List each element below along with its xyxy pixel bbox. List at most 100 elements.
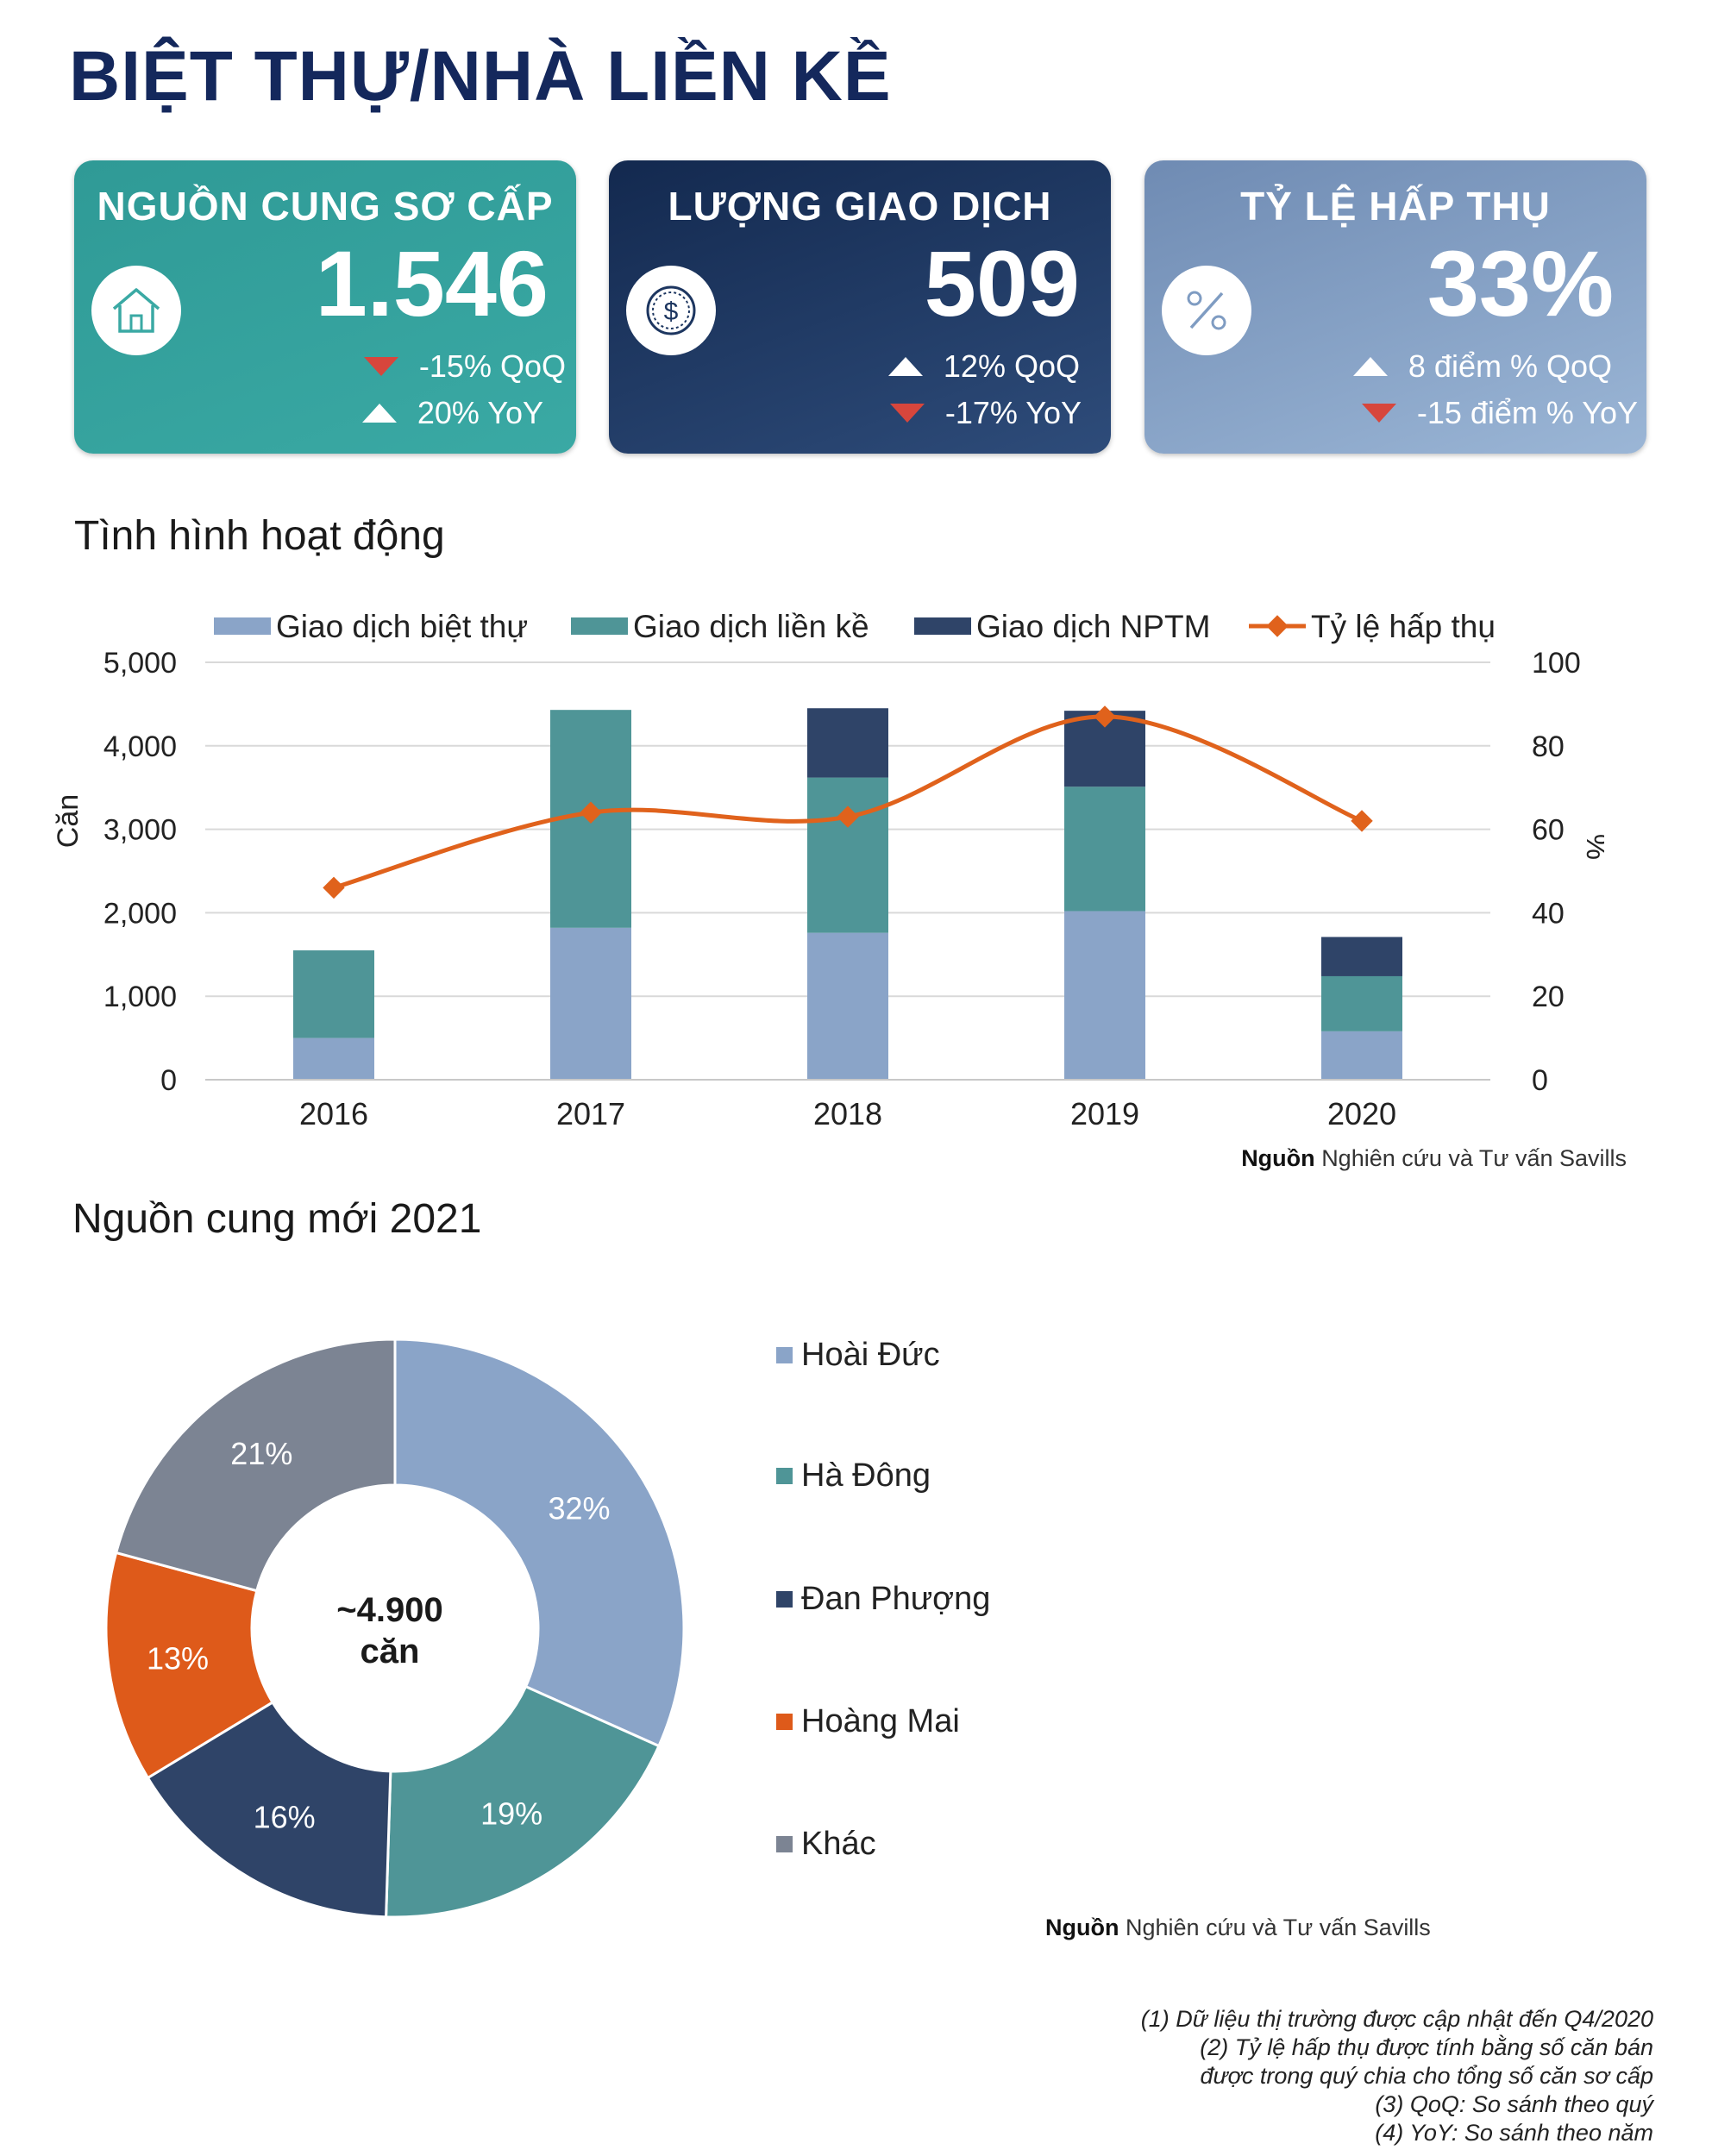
kpi-change-qoq: 12% QoQ xyxy=(887,348,1080,385)
legend-swatch xyxy=(776,1836,793,1852)
legend-label: Giao dịch liền kề xyxy=(633,609,869,644)
legend-swatch xyxy=(776,1468,793,1484)
kpi-value: 1.546 xyxy=(315,231,549,335)
kpi-change-qoq: -15% QoQ xyxy=(363,348,566,385)
donut-slice xyxy=(146,1700,392,1919)
footnote-2-continued: được trong quý chia cho tổng số căn sơ c… xyxy=(1200,2063,1653,2089)
bar-segment xyxy=(1321,1031,1402,1080)
y2-tick-label: 100 xyxy=(1532,647,1581,680)
y-tick-label: 5,000 xyxy=(103,647,177,680)
legend-label: Giao dịch NPTM xyxy=(976,609,1210,644)
kpi-change-yoy: -17% YoY xyxy=(889,395,1082,431)
donut-center-value: ~4.900 xyxy=(336,1591,442,1629)
y2-tick-label: 40 xyxy=(1532,897,1565,930)
y2-axis-title: % xyxy=(1580,834,1604,860)
kpi-change-yoy: -15 điểm % YoY xyxy=(1361,395,1638,431)
bar-segment xyxy=(1064,787,1145,912)
svg-text:$: $ xyxy=(664,298,679,326)
legend-swatch xyxy=(914,617,971,635)
legend-marker xyxy=(1266,615,1289,637)
kpi-title: TỶ LỆ HẤP THỤ xyxy=(1240,184,1551,229)
donut-value-label: 19% xyxy=(480,1796,542,1832)
bar-segment xyxy=(293,1037,374,1080)
footnote-1: (1) Dữ liệu thị trường được cập nhật đến… xyxy=(1140,2006,1653,2032)
legend-swatch xyxy=(571,617,628,635)
donut-slice xyxy=(104,1551,275,1780)
x-tick-label: 2019 xyxy=(1070,1096,1139,1131)
down-triangle-icon xyxy=(1361,404,1396,423)
legend-label: Hoài Đức xyxy=(801,1337,940,1373)
kpi-change-text: -15 điểm % YoY xyxy=(1416,395,1638,430)
y2-tick-label: 0 xyxy=(1532,1064,1548,1097)
x-tick-label: 2017 xyxy=(556,1096,625,1131)
kpi-value: 33% xyxy=(1427,231,1614,335)
footnotes: (1) Dữ liệu thị trường được cập nhật đến… xyxy=(1050,2005,1653,2147)
donut-value-label: 32% xyxy=(548,1491,610,1526)
bar-segment xyxy=(807,932,888,1080)
kpi-change-text: 20% YoY xyxy=(417,395,543,430)
kpi-card-absorption-rate: TỶ LỆ HẤP THỤ 33% 8 điểm % QoQ -15 điểm … xyxy=(1144,160,1646,454)
y-tick-label: 2,000 xyxy=(103,897,177,930)
legend-label: Khác xyxy=(801,1826,876,1862)
bar-segment xyxy=(293,950,374,1038)
kpi-change-text: 8 điểm % QoQ xyxy=(1408,348,1612,384)
absorption-point xyxy=(323,876,345,899)
legend-item: Hà Đông xyxy=(776,1457,931,1495)
source-label: Nguồn xyxy=(1241,1145,1315,1171)
legend-label: Hoàng Mai xyxy=(801,1703,960,1739)
y2-tick-label: 20 xyxy=(1532,981,1565,1013)
kpi-card-primary-supply: NGUỒN CUNG SƠ CẤP 1.546 -15% QoQ 20% YoY xyxy=(74,160,576,454)
donut-slice xyxy=(393,1338,686,1748)
page-title: BIỆT THỰ/NHÀ LIỀN KỀ xyxy=(69,37,892,116)
footnote-2: (2) Tỷ lệ hấp thụ được tính bằng số căn … xyxy=(1200,2034,1653,2060)
kpi-change-yoy: 20% YoY xyxy=(361,395,543,431)
activity-section-title: Tình hình hoạt động xyxy=(74,513,445,559)
up-triangle-icon xyxy=(887,357,923,376)
kpi-value: 509 xyxy=(924,231,1080,335)
legend-swatch xyxy=(776,1714,793,1730)
dollar-coin-icon: $ xyxy=(626,266,716,355)
supply-donut-chart: 32% 19% 16% 13% 21% ~4.900 căn xyxy=(104,1338,686,1919)
bar-segment xyxy=(1321,937,1402,976)
kpi-change-qoq: 8 điểm % QoQ xyxy=(1352,348,1612,385)
house-icon xyxy=(91,266,181,355)
y-tick-label: 4,000 xyxy=(103,730,177,763)
footnote-3: (3) QoQ: So sánh theo quý xyxy=(1375,2091,1653,2117)
absorption-point xyxy=(837,805,859,828)
legend-swatch xyxy=(776,1347,793,1363)
y-tick-label: 1,000 xyxy=(103,981,177,1013)
down-triangle-icon xyxy=(363,357,398,376)
legend-label: Hà Đông xyxy=(801,1457,931,1494)
kpi-title: LƯỢNG GIAO DỊCH xyxy=(668,184,1052,229)
bar-segment xyxy=(1321,975,1402,1031)
bar-segment xyxy=(807,777,888,933)
donut-value-label: 21% xyxy=(230,1436,292,1471)
legend-label: Giao dịch biệt thự xyxy=(276,609,528,644)
legend-label: Đan Phượng xyxy=(801,1581,991,1617)
donut-slice xyxy=(114,1338,397,1593)
legend-item: Đan Phượng xyxy=(776,1581,990,1618)
legend-label: Tỷ lệ hấp thụ xyxy=(1311,609,1496,644)
donut-source-note: Nguồn Nghiên cứu và Tư vấn Savills xyxy=(1045,1915,1431,1941)
up-triangle-icon xyxy=(1352,357,1388,376)
x-tick-label: 2020 xyxy=(1327,1096,1396,1131)
source-text: Nghiên cứu và Tư vấn Savills xyxy=(1321,1145,1627,1171)
bar-segment xyxy=(1064,911,1145,1080)
footnote-4: (4) YoY: So sánh theo năm xyxy=(1375,2120,1653,2146)
kpi-title: NGUỒN CUNG SƠ CẤP xyxy=(97,184,554,229)
y2-tick-label: 60 xyxy=(1532,814,1565,847)
source-text: Nghiên cứu và Tư vấn Savills xyxy=(1126,1915,1431,1940)
kpi-change-text: 12% QoQ xyxy=(943,348,1080,384)
y-tick-label: 0 xyxy=(160,1064,177,1097)
kpi-card-transactions: LƯỢNG GIAO DỊCH $ 509 12% QoQ -17% YoY xyxy=(609,160,1111,454)
down-triangle-icon xyxy=(889,404,925,423)
donut-center-unit: căn xyxy=(361,1633,420,1670)
up-triangle-icon xyxy=(361,404,397,423)
source-label: Nguồn xyxy=(1045,1915,1119,1940)
bar-segment xyxy=(550,927,631,1080)
absorption-point xyxy=(580,801,602,824)
y-tick-label: 3,000 xyxy=(103,814,177,847)
x-tick-label: 2018 xyxy=(813,1096,882,1131)
kpi-change-text: -15% QoQ xyxy=(418,348,566,384)
legend-item: Hoài Đức xyxy=(776,1337,940,1374)
